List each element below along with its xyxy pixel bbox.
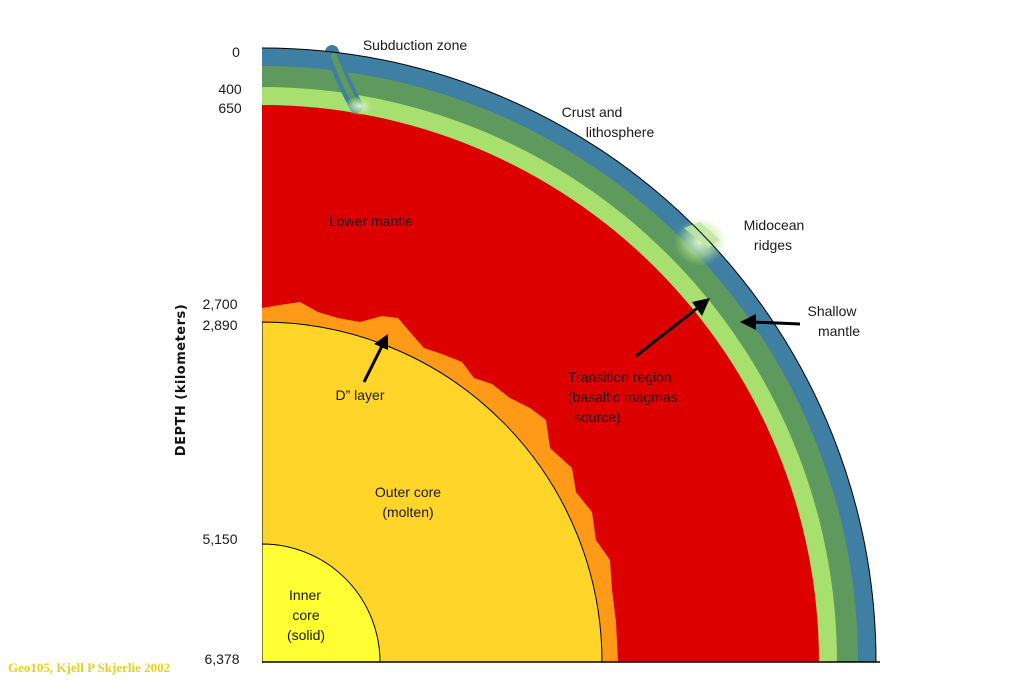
depth-axis-title: DEPTH (kilometers) — [174, 304, 189, 456]
d-layer-arrow — [362, 345, 384, 383]
label-crust-line1: Crust and — [562, 104, 623, 120]
depth-tick-6378: 6,378 — [204, 651, 239, 667]
label-midocean-line1: Midocean — [744, 217, 805, 233]
label-transition-line1: Transition region — [568, 369, 672, 385]
outer-core — [262, 321, 603, 662]
depth-tick-5150: 5,150 — [202, 531, 237, 547]
label-midocean-line2: ridges — [754, 237, 792, 253]
label-transition-line3: source) — [574, 409, 621, 425]
credit: Geo105, Kjell P Skjerlie 2002 — [8, 660, 170, 675]
label-outer-core-line1: Outer core — [375, 484, 441, 500]
depth-tick-650: 650 — [218, 100, 242, 116]
depth-tick-2700: 2,700 — [202, 296, 237, 312]
label-outer-core-line2: (molten) — [382, 504, 433, 520]
arrows — [362, 298, 801, 383]
depth-tick-2890: 2,890 — [202, 317, 237, 333]
depth-tick-0: 0 — [232, 44, 240, 60]
shallow-mantle-arrow — [751, 320, 801, 326]
label-inner-core-line1: Inner — [289, 587, 321, 603]
label-transition-line2: (basaltic magmas — [568, 389, 678, 405]
label-d-layer: D” layer — [335, 387, 384, 403]
label-inner-core-line3: (solid) — [287, 627, 325, 643]
depth-axis: 0 400 650 2,700 2,890 5,150 6,378 — [202, 44, 241, 667]
transition-arrowhead — [692, 298, 710, 316]
shallow-mantle-arrowhead — [740, 314, 756, 330]
label-lower-mantle: Lower mantle — [329, 213, 413, 229]
label-crust-line2: lithosphere — [586, 124, 655, 140]
slab-plume — [344, 96, 376, 116]
label-shallow-line1: Shallow — [807, 303, 857, 319]
label-shallow-line2: mantle — [818, 323, 860, 339]
crust-outline — [261, 47, 877, 663]
depth-tick-400: 400 — [218, 81, 242, 97]
label-subduction-zone: Subduction zone — [363, 37, 468, 53]
d-layer-arrowhead — [374, 334, 388, 350]
transition-arrow — [635, 304, 701, 358]
label-inner-core-line2: core — [292, 607, 319, 623]
inner-core — [262, 543, 381, 662]
ridge-notch — [684, 222, 720, 248]
